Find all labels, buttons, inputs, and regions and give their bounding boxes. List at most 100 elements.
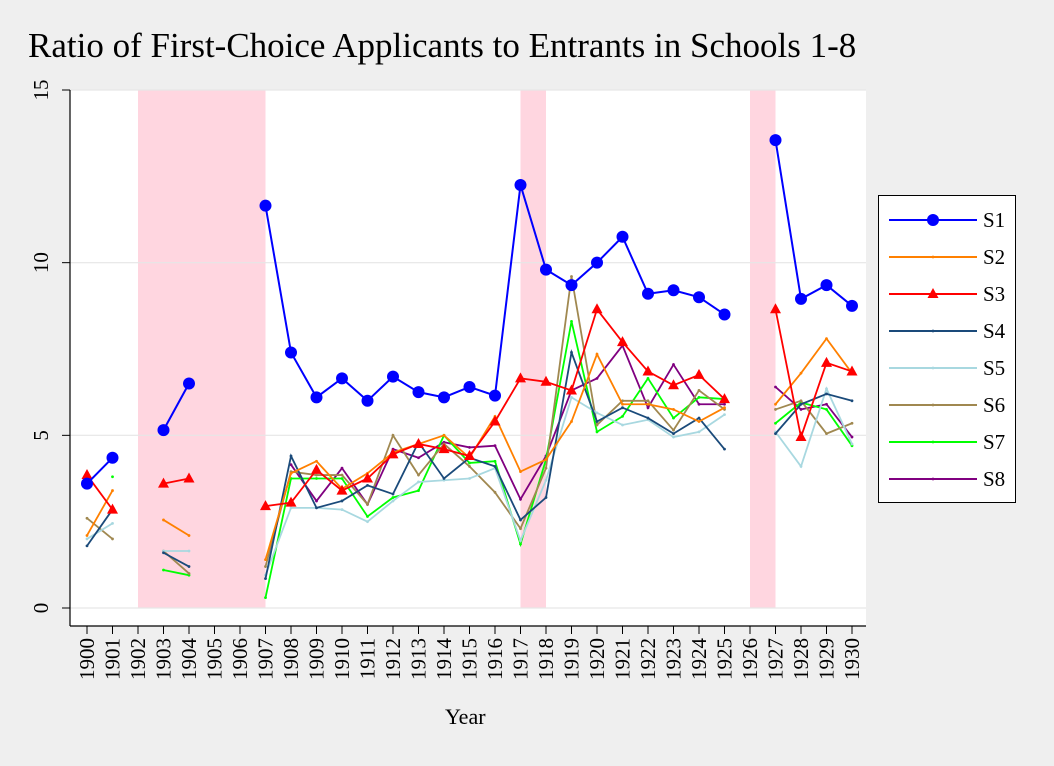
data-point-s4 xyxy=(825,392,828,396)
data-point-s3 xyxy=(464,450,475,461)
legend-label: S4 xyxy=(983,319,1006,343)
data-point-s6 xyxy=(646,399,650,403)
data-point-s3 xyxy=(107,503,118,514)
legend-swatch xyxy=(889,214,977,226)
data-point-s8 xyxy=(672,363,675,366)
data-point-s6 xyxy=(493,490,497,494)
data-point-s6 xyxy=(519,527,522,530)
data-point-s2 xyxy=(672,408,675,411)
data-point-s2 xyxy=(85,534,89,537)
legend-label: S3 xyxy=(983,282,1006,306)
legend-label: S6 xyxy=(983,393,1006,417)
data-point-s4 xyxy=(493,465,497,468)
data-point-s4 xyxy=(85,544,89,548)
series-line-s3 xyxy=(163,477,190,485)
data-point-s6 xyxy=(315,473,318,477)
legend-swatch-marker xyxy=(931,255,935,259)
data-point-s7 xyxy=(162,568,165,572)
data-point-s3 xyxy=(719,393,730,404)
data-point-s2 xyxy=(264,558,267,562)
data-point-s4 xyxy=(366,484,369,487)
data-point-s4 xyxy=(850,399,854,403)
shaded-band xyxy=(520,90,546,608)
data-point-s5 xyxy=(519,539,522,543)
data-point-s4 xyxy=(697,416,701,420)
x-tick-label: 1908 xyxy=(279,638,303,680)
data-point-s1 xyxy=(310,391,323,404)
x-tick-label: 1911 xyxy=(356,638,380,679)
data-point-s5 xyxy=(825,387,828,391)
legend-swatch xyxy=(889,403,977,407)
data-point-s1 xyxy=(642,287,654,300)
x-tick-label: 1906 xyxy=(228,638,252,680)
x-tick-label: 1918 xyxy=(534,638,558,680)
data-point-s6 xyxy=(850,421,854,425)
data-point-s3 xyxy=(387,448,399,459)
data-point-s8 xyxy=(289,463,293,467)
legend-swatch xyxy=(889,366,977,370)
series-line-s4 xyxy=(163,551,190,568)
data-point-s3 xyxy=(642,365,654,376)
data-point-s3 xyxy=(158,477,169,488)
data-point-s1 xyxy=(438,391,450,404)
data-point-s6 xyxy=(697,389,701,392)
data-point-s3 xyxy=(795,431,807,442)
data-point-s1 xyxy=(387,370,399,383)
x-tick-label: 1916 xyxy=(483,638,507,680)
data-point-s3 xyxy=(260,500,271,511)
data-point-s6 xyxy=(366,503,369,506)
legend-label: S2 xyxy=(983,245,1006,269)
data-point-s2 xyxy=(162,518,165,522)
data-point-s1 xyxy=(769,134,782,147)
data-point-s1 xyxy=(183,377,195,390)
data-point-s3 xyxy=(515,372,526,383)
x-tick-label: 1929 xyxy=(815,638,839,680)
series-line-s7 xyxy=(163,569,190,577)
data-point-s8 xyxy=(799,408,803,411)
series-s5 xyxy=(85,386,854,577)
data-point-s1 xyxy=(718,308,731,321)
data-point-s1 xyxy=(846,299,858,312)
legend-swatch xyxy=(889,288,977,298)
data-point-s3 xyxy=(81,469,93,480)
data-point-s1 xyxy=(616,230,629,243)
data-point-s6 xyxy=(85,516,89,520)
legend-swatch-marker xyxy=(931,329,935,333)
data-point-s7 xyxy=(697,395,701,399)
series-line-s2 xyxy=(163,519,190,537)
data-point-s4 xyxy=(391,492,395,496)
data-point-s5 xyxy=(340,508,344,511)
y-tick-label: 5 xyxy=(29,430,53,441)
x-tick-label: 1900 xyxy=(75,638,99,680)
data-point-s6 xyxy=(468,465,471,468)
legend-swatch-marker xyxy=(927,288,939,298)
data-point-s8 xyxy=(774,385,777,389)
data-point-s4 xyxy=(187,565,191,568)
data-point-s4 xyxy=(544,496,548,499)
y-tick-label: 10 xyxy=(29,252,53,273)
x-tick-label: 1912 xyxy=(381,638,405,680)
data-point-s2 xyxy=(570,420,573,423)
data-point-s6 xyxy=(340,473,344,477)
data-point-s7 xyxy=(111,475,114,479)
data-point-s3 xyxy=(336,484,348,495)
data-point-s8 xyxy=(519,497,522,501)
data-point-s7 xyxy=(621,414,624,418)
legend-swatch-marker xyxy=(931,477,935,481)
y-tick-label: 0 xyxy=(29,603,53,614)
data-point-s6 xyxy=(799,399,803,403)
data-point-s1 xyxy=(463,380,476,393)
data-point-s1 xyxy=(106,451,119,464)
data-point-s2 xyxy=(442,433,446,437)
data-point-s3 xyxy=(489,415,501,426)
x-tick-label: 1921 xyxy=(611,638,635,680)
data-point-s4 xyxy=(340,499,344,503)
data-point-s5 xyxy=(595,411,599,415)
data-point-s4 xyxy=(723,447,726,451)
x-axis-title: Year xyxy=(445,704,486,729)
data-point-s2 xyxy=(646,402,650,406)
legend-item-s3: S3 xyxy=(879,276,1015,312)
data-point-s4 xyxy=(774,432,777,436)
data-point-s4 xyxy=(442,477,446,480)
legend-item-s7: S7 xyxy=(879,424,1015,460)
